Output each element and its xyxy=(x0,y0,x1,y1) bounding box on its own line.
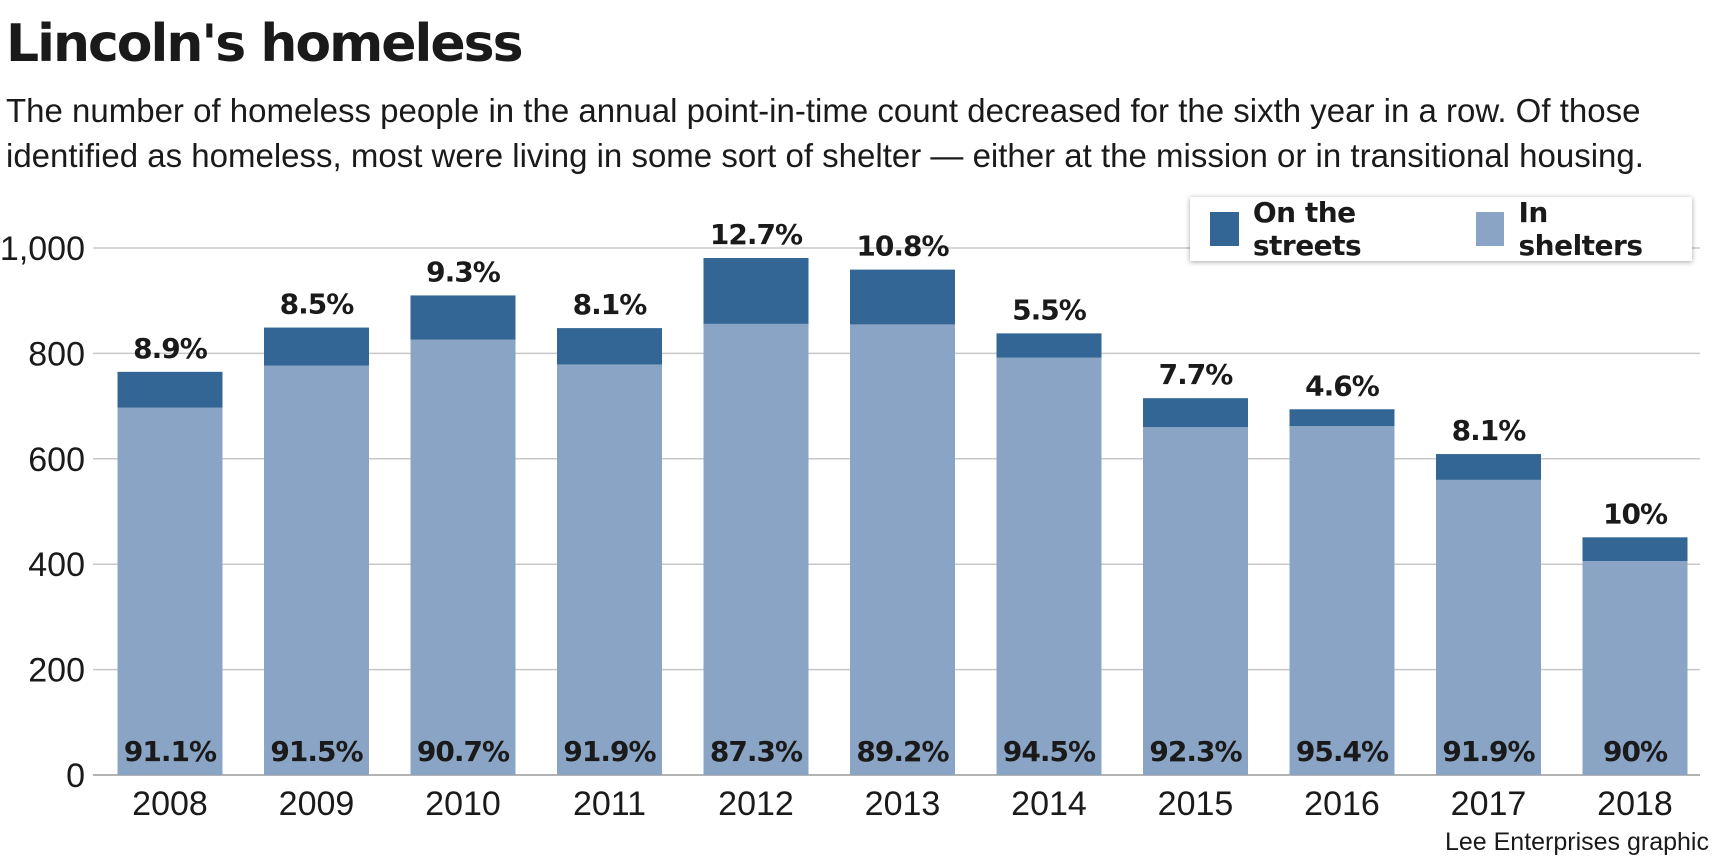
data-label-shelters-2015: 92.3% xyxy=(1149,735,1242,768)
data-label-streets-2014: 5.5% xyxy=(1012,293,1087,326)
data-label-streets-2010: 9.3% xyxy=(426,255,501,288)
y-tick-label-0: 0 xyxy=(66,757,85,795)
legend-swatch-streets xyxy=(1210,212,1239,246)
bar-streets-2012 xyxy=(703,258,809,324)
legend-item-shelters: In shelters xyxy=(1475,196,1656,262)
bar-shelters-2009 xyxy=(264,365,369,775)
data-label-streets-2008: 8.9% xyxy=(133,332,208,365)
data-label-streets-2017: 8.1% xyxy=(1452,414,1527,447)
y-tick-label-600: 600 xyxy=(28,441,85,479)
bar-streets-2010 xyxy=(410,295,516,340)
data-label-streets-2015: 7.7% xyxy=(1159,358,1234,391)
x-tick-label-2018: 2018 xyxy=(1597,785,1673,823)
bar-shelters-2017 xyxy=(1436,479,1541,775)
bar-shelters-2013 xyxy=(850,324,955,775)
data-label-shelters-2009: 91.5% xyxy=(270,735,363,768)
data-label-streets-2009: 8.5% xyxy=(280,288,355,321)
legend-item-streets: On the streets xyxy=(1210,196,1440,262)
x-tick-label-2010: 2010 xyxy=(425,785,501,823)
x-tick-label-2009: 2009 xyxy=(279,785,355,823)
data-label-shelters-2010: 90.7% xyxy=(417,735,510,768)
bar-streets-2013 xyxy=(850,269,955,325)
data-label-shelters-2018: 90% xyxy=(1603,735,1668,768)
bar-shelters-2010 xyxy=(410,339,516,775)
x-tick-label-2016: 2016 xyxy=(1304,785,1380,823)
data-label-streets-2018: 10% xyxy=(1603,497,1668,530)
data-label-shelters-2013: 89.2% xyxy=(856,735,949,768)
x-tick-label-2012: 2012 xyxy=(718,785,794,823)
data-label-streets-2016: 4.6% xyxy=(1305,369,1380,402)
y-tick-label-400: 400 xyxy=(28,546,85,584)
bar-shelters-2015 xyxy=(1143,427,1248,775)
bar-shelters-2018 xyxy=(1582,561,1688,775)
data-label-shelters-2012: 87.3% xyxy=(710,735,803,768)
data-label-shelters-2016: 95.4% xyxy=(1296,735,1389,768)
bar-shelters-2008 xyxy=(117,407,223,775)
bar-streets-2011 xyxy=(557,328,662,365)
bar-shelters-2012 xyxy=(703,323,809,775)
bar-streets-2014 xyxy=(996,333,1102,358)
bar-shelters-2011 xyxy=(557,364,662,775)
x-tick-label-2014: 2014 xyxy=(1011,785,1087,823)
bar-streets-2018 xyxy=(1582,537,1688,562)
bar-streets-2008 xyxy=(117,371,223,408)
bar-shelters-2014 xyxy=(996,357,1102,775)
bar-streets-2015 xyxy=(1143,398,1248,428)
bar-streets-2016 xyxy=(1289,409,1395,427)
data-label-streets-2011: 8.1% xyxy=(573,288,648,321)
data-label-shelters-2011: 91.9% xyxy=(563,735,656,768)
bar-streets-2017 xyxy=(1436,454,1541,480)
chart-legend: On the streets In shelters xyxy=(1190,196,1692,262)
x-tick-label-2008: 2008 xyxy=(132,785,208,823)
data-label-shelters-2014: 94.5% xyxy=(1003,735,1096,768)
x-tick-label-2013: 2013 xyxy=(865,785,941,823)
data-label-shelters-2008: 91.1% xyxy=(124,735,217,768)
chart-title: Lincoln's homeless xyxy=(6,14,524,74)
x-tick-label-2015: 2015 xyxy=(1158,785,1234,823)
x-tick-label-2011: 2011 xyxy=(573,785,646,823)
y-tick-label-800: 800 xyxy=(28,335,85,373)
data-label-shelters-2017: 91.9% xyxy=(1442,735,1535,768)
y-tick-label-1000: 1,000 xyxy=(0,230,85,268)
bar-streets-2009 xyxy=(264,327,369,366)
bar-shelters-2016 xyxy=(1289,426,1395,775)
chart-subtitle: The number of homeless people in the ann… xyxy=(6,92,1644,174)
legend-label-shelters: In shelters xyxy=(1518,196,1643,262)
data-label-streets-2013: 10.8% xyxy=(856,230,949,263)
y-tick-label-200: 200 xyxy=(28,652,85,690)
x-tick-label-2017: 2017 xyxy=(1451,785,1527,823)
source-credit: Lee Enterprises graphic xyxy=(1444,828,1709,856)
data-label-streets-2012: 12.7% xyxy=(710,218,803,251)
legend-swatch-shelters xyxy=(1475,212,1505,246)
legend-label-streets: On the streets xyxy=(1252,196,1362,262)
